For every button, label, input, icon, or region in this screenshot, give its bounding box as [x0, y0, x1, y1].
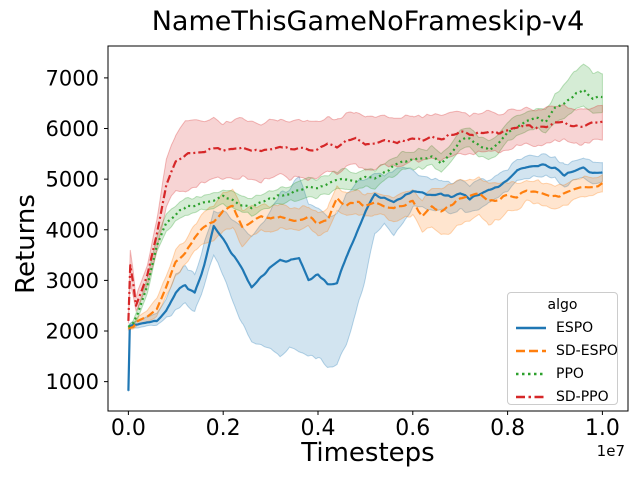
- y-tick-label: 4000: [46, 218, 99, 242]
- legend: algo ESPO SD-ESPO PPO SD-PPO: [507, 292, 618, 405]
- y-tick-label: 5000: [46, 168, 99, 192]
- x-tick-label: 0.4: [300, 416, 335, 441]
- legend-rows: ESPO SD-ESPO PPO SD-PPO: [515, 316, 618, 408]
- y-tick-label: 3000: [46, 269, 99, 293]
- legend-label: SD-PPO: [556, 388, 609, 405]
- band-sd-espo: [127, 174, 603, 331]
- legend-item-ppo: PPO: [515, 362, 617, 385]
- x-tick-label: 0.2: [206, 416, 241, 441]
- legend-line-sample-sd-ppo: [516, 395, 546, 399]
- y-axis-label: Returns: [11, 194, 41, 294]
- legend-item-sd-ppo: SD-PPO: [515, 385, 617, 408]
- line-ppo: [127, 88, 603, 328]
- y-tick-label: 2000: [46, 320, 99, 344]
- y-tick-label: 7000: [46, 66, 99, 90]
- legend-line-sample-espo: [516, 326, 546, 330]
- line-sd-ppo: [127, 120, 603, 321]
- legend-label: SD-ESPO: [556, 342, 618, 359]
- x-tick-label: 0.8: [490, 416, 525, 441]
- y-tick-label: 6000: [46, 117, 99, 141]
- x-axis-offset-label: 1e7: [596, 442, 625, 460]
- line-sd-espo: [128, 182, 603, 330]
- legend-title: algo: [547, 297, 578, 313]
- legend-item-sd-espo: SD-ESPO: [515, 339, 618, 362]
- legend-label: ESPO: [556, 319, 594, 336]
- y-tick-label: 1000: [46, 370, 99, 394]
- legend-line-sample-ppo: [516, 372, 546, 376]
- chart-title: NameThisGameNoFrameskip-v4: [151, 6, 585, 37]
- axes-frame: [107, 45, 629, 412]
- line-espo: [127, 163, 603, 391]
- band-sd-ppo: [127, 104, 603, 324]
- x-tick-label: 0.0: [111, 416, 146, 441]
- x-tick-label: 0.6: [395, 416, 430, 441]
- x-axis-label: Timesteps: [301, 438, 435, 468]
- band-espo: [127, 153, 603, 392]
- x-tick-label: 1.0: [585, 416, 620, 441]
- legend-label: PPO: [556, 365, 584, 382]
- legend-item-espo: ESPO: [515, 316, 617, 339]
- legend-line-sample-sd-espo: [516, 349, 546, 353]
